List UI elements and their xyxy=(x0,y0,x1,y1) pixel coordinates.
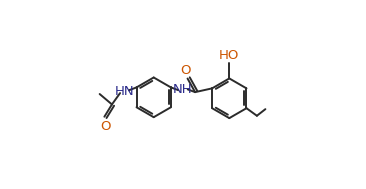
Text: NH: NH xyxy=(173,83,193,96)
Text: O: O xyxy=(180,64,191,77)
Text: HO: HO xyxy=(219,49,239,62)
Text: HN: HN xyxy=(115,85,134,98)
Text: O: O xyxy=(100,120,111,132)
